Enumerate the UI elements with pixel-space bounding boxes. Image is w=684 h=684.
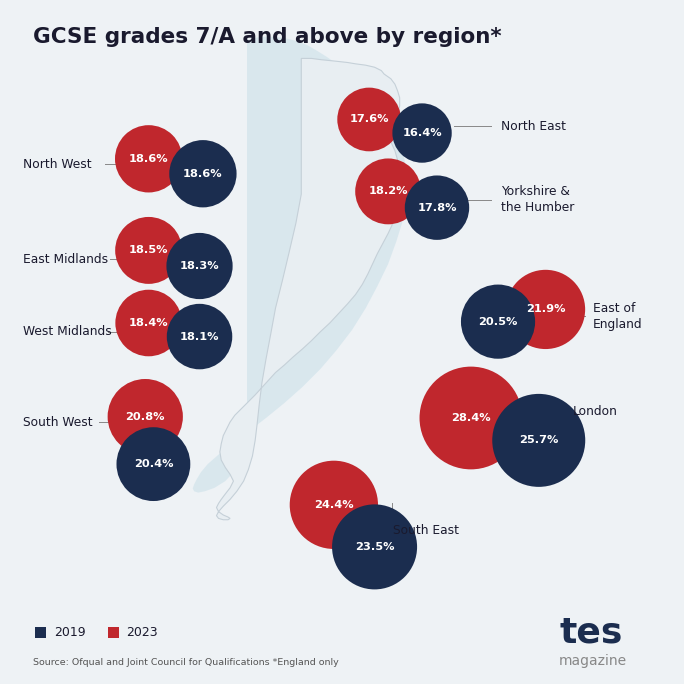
Circle shape — [492, 394, 586, 487]
Circle shape — [115, 217, 182, 284]
Circle shape — [506, 269, 585, 349]
Polygon shape — [217, 58, 403, 520]
Circle shape — [167, 304, 233, 369]
Circle shape — [355, 159, 421, 224]
Text: North West: North West — [23, 158, 92, 171]
Circle shape — [166, 233, 233, 299]
Text: 25.7%: 25.7% — [519, 436, 558, 445]
Circle shape — [337, 88, 401, 151]
Text: 17.6%: 17.6% — [350, 114, 389, 124]
Text: 18.1%: 18.1% — [180, 332, 220, 341]
Text: 18.6%: 18.6% — [129, 154, 168, 164]
Circle shape — [169, 140, 237, 207]
Text: East of
England: East of England — [593, 302, 643, 331]
Text: 18.5%: 18.5% — [129, 246, 168, 255]
Text: 20.5%: 20.5% — [478, 317, 518, 327]
Text: Source: Ofqual and Joint Council for Qualifications *England only: Source: Ofqual and Joint Council for Qua… — [34, 658, 339, 667]
Circle shape — [116, 428, 190, 501]
Text: 18.6%: 18.6% — [183, 169, 223, 179]
Text: 18.3%: 18.3% — [180, 261, 220, 271]
Circle shape — [393, 103, 451, 163]
Text: 24.4%: 24.4% — [314, 500, 354, 510]
Circle shape — [461, 285, 535, 358]
Circle shape — [290, 461, 378, 549]
Text: magazine: magazine — [559, 654, 627, 668]
Text: 23.5%: 23.5% — [355, 542, 394, 552]
Text: Yorkshire &
the Humber: Yorkshire & the Humber — [501, 185, 575, 214]
FancyBboxPatch shape — [108, 627, 119, 637]
Circle shape — [116, 290, 182, 356]
Text: GCSE grades 7/A and above by region*: GCSE grades 7/A and above by region* — [34, 27, 502, 47]
Text: tes: tes — [559, 616, 622, 649]
Circle shape — [332, 504, 417, 590]
Text: 18.2%: 18.2% — [369, 186, 408, 196]
Text: 20.8%: 20.8% — [125, 412, 165, 421]
Text: 20.4%: 20.4% — [133, 459, 173, 469]
Text: 18.4%: 18.4% — [129, 318, 168, 328]
Text: London: London — [573, 405, 618, 418]
Text: 21.9%: 21.9% — [526, 304, 565, 315]
Text: South East: South East — [393, 524, 459, 537]
Text: South West: South West — [23, 416, 93, 429]
Text: 17.8%: 17.8% — [417, 202, 457, 213]
Text: 2019: 2019 — [53, 626, 86, 639]
Circle shape — [115, 125, 183, 192]
Text: 28.4%: 28.4% — [451, 413, 490, 423]
Polygon shape — [193, 37, 407, 492]
Text: West Midlands: West Midlands — [23, 326, 112, 339]
Text: 16.4%: 16.4% — [402, 128, 442, 138]
FancyBboxPatch shape — [36, 627, 47, 637]
Text: North East: North East — [501, 120, 566, 133]
Circle shape — [405, 176, 469, 240]
Text: East Midlands: East Midlands — [23, 252, 108, 265]
Circle shape — [107, 379, 183, 454]
Circle shape — [419, 367, 523, 469]
Text: 2023: 2023 — [127, 626, 158, 639]
